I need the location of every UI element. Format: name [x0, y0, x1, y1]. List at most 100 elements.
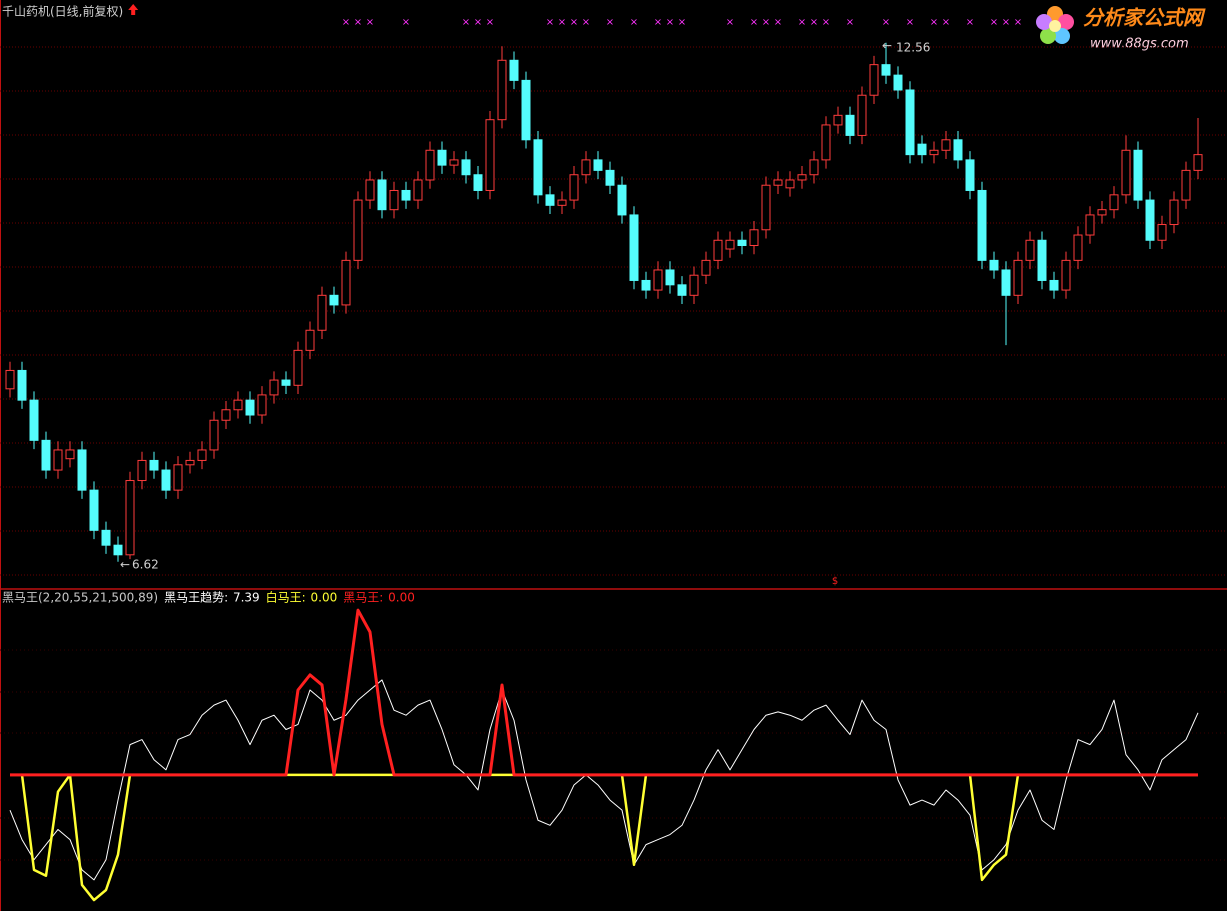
legend-separator: : [379, 591, 387, 605]
signal-marker: × [1002, 17, 1010, 28]
chart-title: 千山药机(日线,前复权) [2, 4, 123, 19]
candle-body [449, 159, 459, 166]
candle-body [389, 189, 399, 211]
candle-body [353, 199, 363, 261]
candle-body [725, 239, 735, 250]
candle-body [557, 199, 567, 206]
signal-marker: × [678, 17, 686, 28]
candle-body [125, 480, 135, 556]
bottom-marker: $ [832, 576, 838, 587]
logo-title: 分析家公式网 [1083, 6, 1206, 30]
signal-marker: × [1014, 17, 1022, 28]
signal-marker: × [354, 17, 362, 28]
candle-body [413, 179, 423, 201]
candle-body [521, 79, 531, 141]
signal-marker: × [726, 17, 734, 28]
candle-body [989, 259, 999, 271]
signal-marker: × [990, 17, 998, 28]
legend-value: 0.00 [311, 591, 338, 605]
candle-body [425, 149, 435, 181]
candle-body [1133, 149, 1143, 201]
candle-body [965, 159, 975, 191]
candle-body [209, 419, 219, 451]
signal-marker: × [882, 17, 890, 28]
candle-body [1037, 239, 1047, 281]
candle-body [137, 459, 147, 482]
candle-body [629, 214, 639, 281]
signal-marker: × [798, 17, 806, 28]
legend-name: 黑马王 [343, 591, 379, 605]
candle-body [65, 449, 75, 460]
candle-body [617, 184, 627, 216]
candle-body [797, 174, 807, 181]
legend-name: 黑马王趋势 [164, 591, 224, 605]
candle-body [833, 114, 843, 126]
candle-body [113, 544, 123, 556]
candle-body [341, 259, 351, 306]
candle-body [1085, 214, 1095, 236]
candle-body [977, 189, 987, 261]
candle-body [581, 159, 591, 176]
candle-body [653, 269, 663, 291]
candle-body [161, 469, 171, 491]
candle-body [881, 64, 891, 76]
candle-body [569, 174, 579, 201]
candle-body [857, 94, 867, 136]
indicator-line [10, 608, 1198, 777]
candle-body [713, 239, 723, 261]
candle-body [845, 114, 855, 136]
candle-body [473, 174, 483, 191]
candle-body [1181, 169, 1191, 201]
candle-body [1193, 154, 1203, 171]
candle-body [821, 124, 831, 161]
legend-value: 0.00 [388, 591, 415, 605]
candle-body [509, 59, 519, 81]
candle-body [1145, 199, 1155, 241]
candle-body [749, 229, 759, 247]
signal-marker: × [546, 17, 554, 28]
candle-body [305, 329, 315, 351]
indicator-line [9, 679, 1199, 881]
candle-body [461, 159, 471, 176]
candle-body [149, 459, 159, 471]
candle-body [233, 399, 243, 411]
legend-name: 白马王 [266, 590, 302, 605]
signal-marker: × [486, 17, 494, 28]
max-annotation-arrow: ← [882, 38, 892, 52]
signal-marker: × [474, 17, 482, 28]
candle-body [197, 449, 207, 461]
candle-body [809, 159, 819, 176]
signal-marker: × [822, 17, 830, 28]
signal-marker: × [966, 17, 974, 28]
indicator-title: 黑马王(2,20,55,21,500,89) [2, 591, 158, 605]
candle-body [689, 274, 699, 296]
candle-body [101, 529, 111, 546]
signal-marker: × [750, 17, 758, 28]
candle-body [269, 379, 279, 396]
signal-marker: × [774, 17, 782, 28]
candle-body [173, 464, 183, 491]
candle-body [89, 489, 99, 531]
candle-body [1109, 194, 1119, 211]
candle-body [1001, 269, 1011, 296]
candle-body [533, 139, 543, 196]
candle-body [17, 369, 27, 401]
candle-body [761, 184, 771, 231]
candle-body [1049, 279, 1059, 291]
candle-body [641, 279, 651, 291]
candle-body [1013, 259, 1023, 296]
candle-body [365, 179, 375, 201]
signal-marker: × [462, 17, 470, 28]
signal-marker: × [402, 17, 410, 28]
candle-body [701, 259, 711, 276]
candle-body [869, 64, 879, 96]
signal-marker: × [906, 17, 914, 28]
candle-body [593, 159, 603, 171]
logo-icon [1036, 6, 1074, 44]
candle-body [1169, 199, 1179, 226]
candle-body [437, 149, 447, 166]
candle-body [905, 89, 915, 156]
candle-body [605, 169, 615, 186]
candle-body [785, 179, 795, 189]
max-annotation: 12.56 [896, 40, 930, 54]
